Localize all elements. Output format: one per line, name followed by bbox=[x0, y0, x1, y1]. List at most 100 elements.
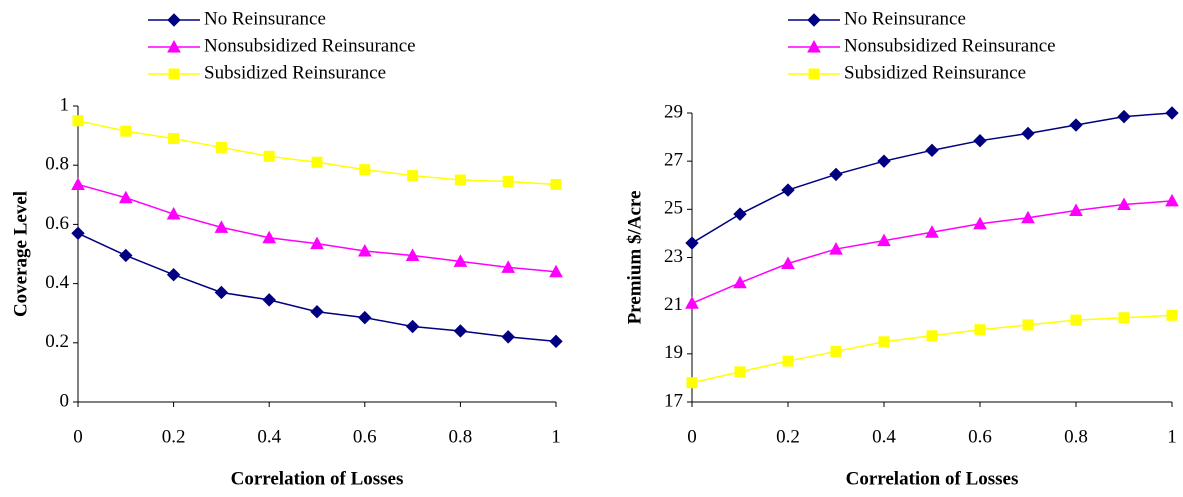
marker bbox=[877, 154, 891, 168]
y-tick-label: 19 bbox=[664, 342, 683, 363]
marker bbox=[453, 254, 468, 267]
marker bbox=[733, 207, 747, 221]
marker bbox=[878, 336, 890, 348]
marker bbox=[501, 330, 515, 344]
marker bbox=[357, 243, 372, 257]
y-tick-label: 0.6 bbox=[45, 213, 69, 234]
legend-marker bbox=[808, 68, 820, 80]
y-tick-label: 23 bbox=[664, 246, 683, 267]
y-tick-label: 17 bbox=[664, 390, 683, 411]
x-tick-label: 0 bbox=[687, 426, 697, 447]
marker bbox=[501, 260, 516, 273]
marker bbox=[830, 345, 842, 357]
y-tick-label: 0 bbox=[60, 390, 70, 411]
marker bbox=[166, 206, 181, 220]
marker bbox=[974, 324, 986, 336]
marker bbox=[453, 324, 468, 338]
y-tick-label: 25 bbox=[664, 198, 683, 219]
y-tick-label: 29 bbox=[664, 101, 683, 122]
marker bbox=[734, 366, 746, 378]
marker bbox=[781, 256, 795, 270]
marker bbox=[263, 150, 275, 162]
marker bbox=[550, 178, 562, 190]
marker bbox=[1070, 314, 1082, 326]
marker bbox=[1165, 106, 1179, 120]
marker bbox=[454, 174, 466, 186]
marker bbox=[407, 170, 419, 182]
y-tick-label: 1 bbox=[60, 94, 70, 115]
series-line bbox=[77, 183, 557, 273]
marker bbox=[1117, 109, 1131, 124]
marker bbox=[973, 133, 987, 148]
marker bbox=[1118, 312, 1130, 324]
marker bbox=[310, 305, 324, 319]
marker bbox=[71, 177, 85, 190]
marker bbox=[1021, 126, 1035, 141]
marker bbox=[925, 225, 939, 238]
marker bbox=[310, 236, 324, 250]
x-tick-label: 1 bbox=[551, 426, 561, 447]
marker bbox=[1117, 197, 1131, 211]
y-tick-label: 0.2 bbox=[45, 331, 69, 352]
marker bbox=[1166, 309, 1178, 321]
x-tick-label: 0.2 bbox=[162, 426, 186, 447]
marker bbox=[262, 293, 276, 307]
marker bbox=[405, 319, 420, 334]
legend-label: No Reinsurance bbox=[204, 8, 326, 29]
marker bbox=[120, 125, 132, 137]
x-tick-label: 0 bbox=[73, 426, 83, 447]
marker bbox=[1165, 193, 1179, 207]
series-line bbox=[691, 314, 1173, 384]
legend-label: Nonsubsidized Reinsurance bbox=[204, 35, 416, 56]
y-axis-title: Coverage Level bbox=[10, 191, 31, 317]
x-axis-title: Correlation of Losses bbox=[846, 468, 1019, 489]
marker bbox=[549, 264, 563, 278]
legend-marker bbox=[807, 13, 821, 27]
x-tick-label: 0.8 bbox=[1064, 426, 1088, 447]
marker bbox=[1069, 118, 1083, 132]
marker bbox=[72, 115, 84, 127]
marker bbox=[877, 233, 891, 247]
x-tick-label: 0.6 bbox=[968, 426, 992, 447]
marker bbox=[782, 355, 794, 367]
marker bbox=[359, 164, 371, 176]
marker bbox=[71, 226, 85, 240]
legend-label: No Reinsurance bbox=[844, 8, 966, 29]
y-axis-title: Premium $/Acre bbox=[624, 191, 645, 325]
x-tick-label: 0.2 bbox=[776, 426, 800, 447]
x-tick-label: 1 bbox=[1167, 426, 1177, 447]
marker bbox=[829, 242, 843, 255]
series-line bbox=[77, 120, 557, 186]
marker bbox=[781, 183, 795, 197]
marker bbox=[119, 248, 133, 263]
legend-marker bbox=[807, 39, 821, 53]
x-axis-title: Correlation of Losses bbox=[231, 468, 404, 489]
marker bbox=[686, 377, 698, 389]
marker bbox=[168, 133, 180, 145]
marker bbox=[502, 175, 514, 187]
series-line bbox=[691, 112, 1173, 244]
marker bbox=[311, 156, 323, 168]
marker bbox=[215, 141, 227, 153]
y-tick-label: 21 bbox=[664, 294, 683, 315]
marker bbox=[358, 310, 372, 325]
marker bbox=[1021, 210, 1035, 224]
y-tick-label: 27 bbox=[664, 150, 683, 171]
x-tick-label: 0.4 bbox=[257, 426, 281, 447]
marker bbox=[926, 330, 938, 342]
series-line bbox=[691, 200, 1173, 304]
legend-label: Subsidized Reinsurance bbox=[204, 62, 386, 83]
x-tick-label: 0.8 bbox=[449, 426, 473, 447]
x-tick-label: 0.6 bbox=[353, 426, 377, 447]
y-tick-label: 0.4 bbox=[45, 272, 69, 293]
marker bbox=[733, 275, 747, 289]
marker bbox=[214, 285, 229, 300]
marker bbox=[166, 268, 181, 282]
y-tick-label: 0.8 bbox=[45, 154, 69, 175]
x-tick-label: 0.4 bbox=[872, 426, 896, 447]
legend-marker bbox=[167, 13, 181, 27]
legend-marker bbox=[168, 68, 180, 80]
marker bbox=[549, 334, 563, 349]
marker bbox=[1022, 319, 1034, 331]
